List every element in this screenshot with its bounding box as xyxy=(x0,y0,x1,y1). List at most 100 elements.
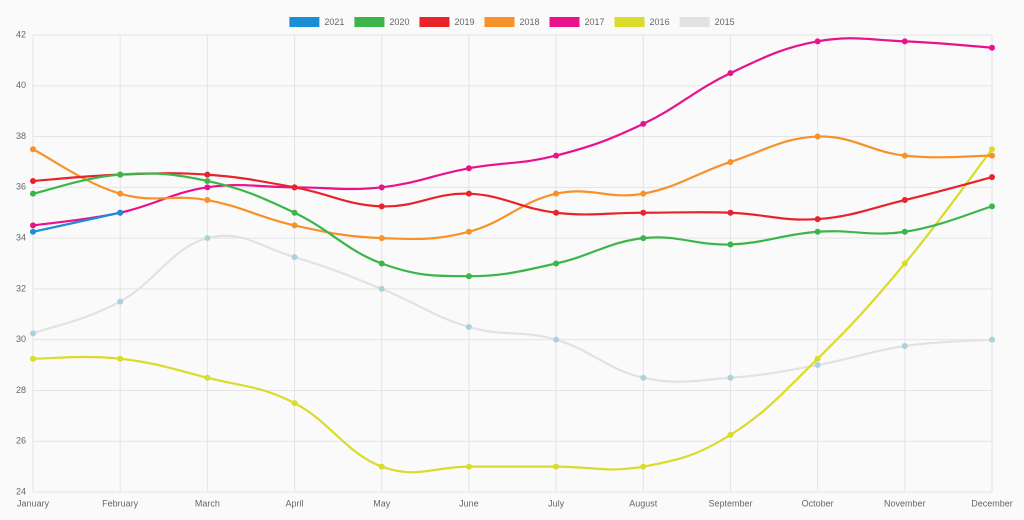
x-tick-label: October xyxy=(802,498,834,508)
data-point xyxy=(378,260,385,267)
data-point xyxy=(204,177,211,184)
x-tick-label: February xyxy=(102,498,139,508)
data-point xyxy=(901,343,908,350)
y-tick-label: 38 xyxy=(16,131,26,141)
data-point xyxy=(378,285,385,292)
data-point xyxy=(378,184,385,191)
legend-label: 2017 xyxy=(585,17,605,27)
data-point xyxy=(553,209,560,216)
data-point xyxy=(989,44,995,51)
legend-item: 2021 xyxy=(289,17,344,27)
data-point xyxy=(30,222,36,229)
series-line xyxy=(32,211,121,233)
data-point xyxy=(901,38,908,45)
y-tick-label: 40 xyxy=(16,80,26,90)
data-point xyxy=(553,336,560,343)
y-tick-label: 24 xyxy=(16,486,26,496)
data-point xyxy=(378,203,385,210)
series-line xyxy=(32,37,993,227)
data-point xyxy=(640,374,647,381)
data-point xyxy=(640,235,647,242)
data-point xyxy=(989,174,995,181)
x-tick-label: March xyxy=(195,498,220,508)
data-point xyxy=(291,184,298,191)
x-tick-label: July xyxy=(548,498,565,508)
data-point xyxy=(465,190,472,197)
data-point xyxy=(204,197,211,204)
data-point xyxy=(291,254,298,261)
legend-swatch xyxy=(419,17,450,27)
y-tick-label: 34 xyxy=(16,232,26,242)
data-point xyxy=(378,235,385,242)
legend-label: 2020 xyxy=(389,17,409,27)
x-tick-label: December xyxy=(971,498,1013,508)
y-tick-label: 32 xyxy=(16,283,26,293)
x-tick-label: August xyxy=(629,498,658,508)
data-point xyxy=(465,463,472,470)
data-point xyxy=(117,298,124,305)
series-line xyxy=(32,172,993,221)
legend-item: 2016 xyxy=(614,17,670,27)
legend-swatch xyxy=(289,17,320,27)
data-point xyxy=(30,228,36,235)
series-line xyxy=(32,234,993,383)
legend-swatch xyxy=(354,17,385,27)
data-point xyxy=(291,209,298,216)
x-tick-label: June xyxy=(459,498,479,508)
data-point xyxy=(117,355,124,362)
data-point xyxy=(204,235,211,242)
y-tick-label: 28 xyxy=(16,385,26,395)
legend-item: 2018 xyxy=(484,17,540,27)
x-tick-label: September xyxy=(708,498,752,508)
data-point xyxy=(30,146,36,153)
legend-swatch xyxy=(549,17,580,27)
data-point xyxy=(901,228,908,235)
data-point xyxy=(291,400,298,407)
data-point xyxy=(727,374,734,381)
legend-label: 2016 xyxy=(650,17,670,27)
data-point xyxy=(465,228,472,235)
legend-label: 2015 xyxy=(715,17,735,27)
data-point xyxy=(727,209,734,216)
data-point xyxy=(727,431,734,438)
data-point xyxy=(727,241,734,248)
data-point xyxy=(204,374,211,381)
data-point xyxy=(901,260,908,267)
data-point xyxy=(465,273,472,280)
data-point xyxy=(30,177,36,184)
legend-label: 2019 xyxy=(454,17,474,27)
data-point xyxy=(989,203,995,210)
y-tick-label: 26 xyxy=(16,436,26,446)
data-point xyxy=(727,70,734,77)
data-point xyxy=(378,463,385,470)
data-point xyxy=(117,209,124,216)
data-point xyxy=(117,171,124,178)
y-tick-label: 42 xyxy=(16,29,26,39)
data-point xyxy=(727,158,734,165)
data-point xyxy=(901,152,908,159)
x-tick-label: May xyxy=(373,498,391,508)
y-tick-label: 30 xyxy=(16,334,26,344)
legend-label: 2018 xyxy=(519,17,539,27)
data-point xyxy=(465,165,472,172)
data-point xyxy=(117,190,124,197)
data-point xyxy=(30,330,36,337)
data-point xyxy=(30,355,36,362)
data-point xyxy=(814,355,821,362)
legend-swatch xyxy=(614,17,645,27)
data-point xyxy=(814,228,821,235)
legend-swatch xyxy=(484,17,515,27)
data-point xyxy=(814,38,821,45)
data-point xyxy=(553,463,560,470)
legend-label: 2021 xyxy=(324,17,344,27)
data-point xyxy=(989,336,995,343)
x-tick-label: November xyxy=(884,498,926,508)
data-point xyxy=(640,209,647,216)
data-point xyxy=(465,323,472,330)
data-point xyxy=(989,152,995,159)
data-point xyxy=(640,463,647,470)
legend-item: 2020 xyxy=(354,17,409,27)
data-point xyxy=(814,362,821,369)
